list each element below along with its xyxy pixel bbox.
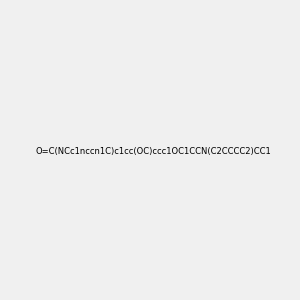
Text: O=C(NCc1nccn1C)c1cc(OC)ccc1OC1CCN(C2CCCC2)CC1: O=C(NCc1nccn1C)c1cc(OC)ccc1OC1CCN(C2CCCC… <box>36 147 272 156</box>
